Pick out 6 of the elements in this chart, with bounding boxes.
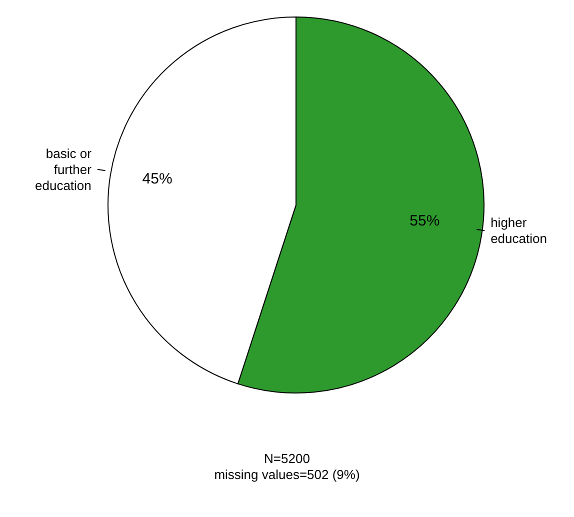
data-label: 55% [410, 212, 440, 230]
slice-label: basic or further education [35, 146, 92, 193]
slice-label: higher education [490, 215, 547, 246]
text: N=5200 [263, 451, 311, 467]
data-label: 45% [142, 170, 172, 188]
text: missing values=502 (9%) [213, 467, 361, 483]
